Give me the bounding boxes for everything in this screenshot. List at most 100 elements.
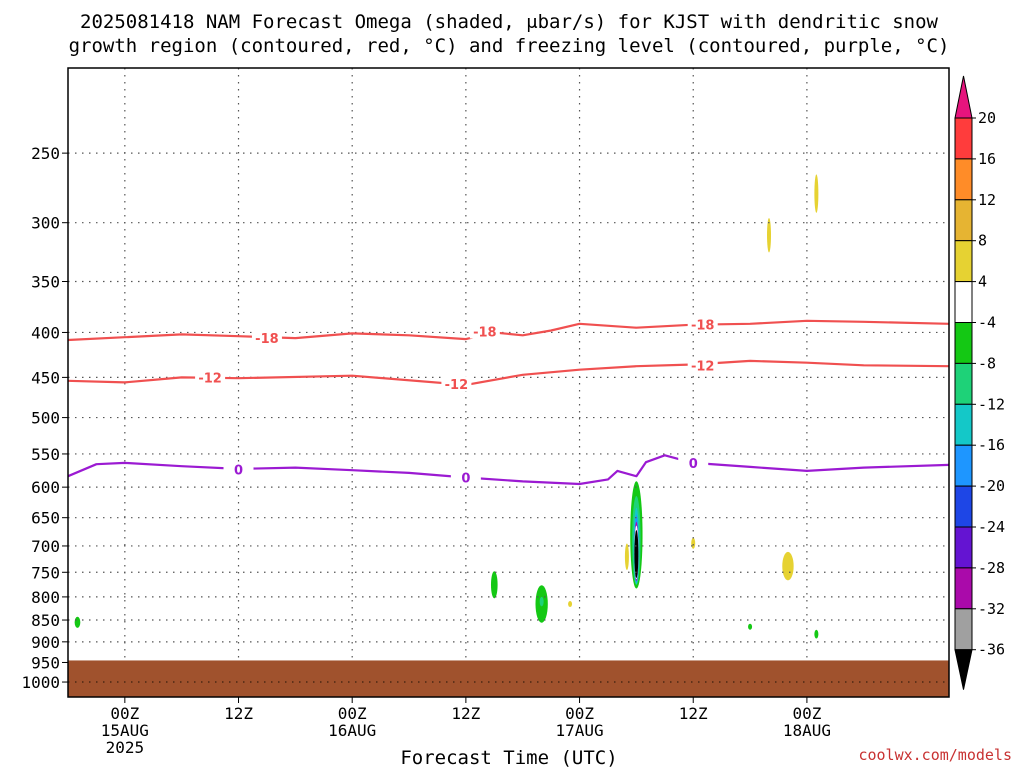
x-tick-label: 00Z [792,704,821,723]
omega-region [624,543,629,570]
colorbar-label: -28 [978,559,1005,577]
y-tick-label: 550 [31,445,60,464]
omega-region [691,537,696,549]
colorbar-label: 16 [978,150,996,168]
colorbar-over-arrow [954,75,973,119]
x-tick-label: 15AUG [101,721,149,740]
colorbar-label: -32 [978,600,1005,618]
contour-label: -12 [445,378,469,393]
omega-region [539,596,544,607]
contour-label-background [678,454,709,470]
y-tick-label: 350 [31,273,60,292]
chart-title-line-2: growth region (contoured, red, °C) and f… [69,35,950,57]
y-tick-label: 1000 [21,673,60,692]
colorbar-bin [954,117,973,160]
contour-label: 0 [689,457,698,472]
colorbar-bin [954,240,973,283]
colorbar-bin [954,526,973,569]
colorbar-label: -12 [978,395,1005,413]
colorbar-label: -8 [978,354,996,372]
contour-label-background [687,316,718,332]
y-tick-label: 400 [31,323,60,342]
contour-label-background [251,330,282,346]
terrain-layer [68,660,949,697]
omega-region [74,616,81,628]
contour-line [67,359,950,386]
omega-region [490,571,498,599]
x-tick-label: 2025 [106,738,145,757]
terrain-fill [68,660,949,697]
y-tick-label: 450 [31,368,60,387]
y-tick-label: 800 [31,588,60,607]
contour-label-background [450,469,481,485]
x-axis-label: Forecast Time (UTC) [400,747,617,768]
colorbar-bin [954,199,973,242]
contour-label: 0 [461,471,470,486]
colorbar-label: 4 [978,273,987,291]
y-tick-label: 300 [31,214,60,233]
omega-region [782,551,794,581]
y-tick-label: 250 [31,144,60,163]
x-tick-label: 12Z [224,704,253,723]
colorbar-bin [954,403,973,446]
y-tick-label: 500 [31,409,60,428]
x-tick-label: 12Z [679,704,708,723]
contour-label: -12 [691,359,715,374]
contour-label: 0 [234,464,243,479]
x-tick-label: 18AUG [783,721,831,740]
colorbar-bin [954,485,973,528]
y-axis-ticks: 250 300 350 400 450 500 550 600 650 700 750 800 850 9… [21,144,68,692]
omega-shading-layer [74,174,819,639]
colorbar-under-arrow [954,649,973,690]
y-tick-label: 600 [31,478,60,497]
y-tick-label: 950 [31,653,60,672]
colorbar-label: -4 [978,314,996,332]
colorbar-label: 12 [978,191,996,209]
contour-label-background [469,323,500,339]
omega-region [814,629,819,639]
contour-label: -12 [198,371,222,386]
x-tick-label: 00Z [565,704,594,723]
omega-region [767,217,772,253]
colorbar-label: -24 [978,518,1005,536]
colorbar-bin [954,281,973,324]
colorbar-bin [954,567,973,610]
colorbar-bin [954,362,973,405]
contour-label-background [687,357,718,373]
watermark-text: coolwx.com/models [858,746,1012,764]
omega-region [634,530,639,579]
omega-region [568,600,573,607]
colorbar-bin [954,158,973,201]
colorbar-label: 20 [978,109,996,127]
plot-frame [67,67,950,698]
x-tick-label: 16AUG [328,721,376,740]
colorbar-bin [954,444,973,487]
colorbar-bin [954,608,973,651]
contour-label: -18 [691,319,715,334]
contour-layer: -18 -18 -18 -12 -12 -12 0 0 0 [67,316,950,486]
omega-region [748,623,753,630]
contour-label-background [223,461,254,477]
contour-label-background [195,369,226,385]
x-tick-label: 17AUG [555,721,603,740]
plot-area: -18 -18 -18 -12 -12 -12 0 0 0 [67,67,950,698]
colorbar-label: -36 [978,641,1005,659]
x-tick-label: 00Z [110,704,139,723]
contour-label: -18 [255,332,279,347]
x-tick-label: 00Z [338,704,367,723]
contour-line [67,319,950,342]
contour-line [67,454,950,486]
colorbar-label: -20 [978,477,1005,495]
colorbar: 20 16 12 8 4 -4 -8 -12 -16 -20 -24 -28 -32 -36 [954,75,1005,690]
y-tick-label: 750 [31,563,60,582]
y-tick-label: 700 [31,537,60,556]
contour-label: -18 [473,325,497,340]
colorbar-bin [954,322,973,364]
colorbar-label: 8 [978,232,987,250]
omega-region [814,174,819,213]
y-tick-label: 650 [31,509,60,528]
y-tick-label: 900 [31,633,60,652]
contour-label-background [441,376,472,392]
